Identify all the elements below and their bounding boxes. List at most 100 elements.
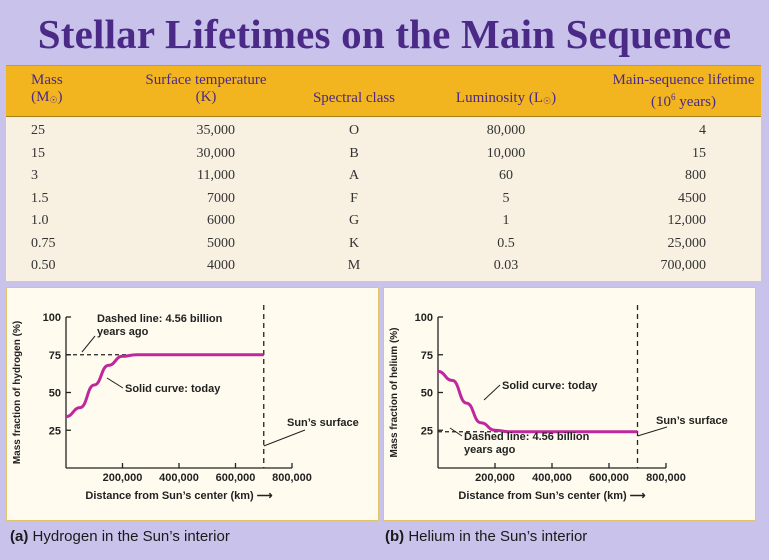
solid-curve-annotation: Solid curve: today — [125, 383, 221, 395]
cell-temp: 7000 — [207, 190, 235, 206]
helium-caption-text: Helium in the Sun’s interior — [408, 528, 588, 545]
cell-life: 800 — [685, 168, 706, 183]
header-lifetime-unit-years: years) — [675, 94, 716, 110]
helium-caption-label: (b) — [385, 528, 405, 545]
x-axis-label-text: Distance from Sun’s center (km) — [458, 490, 627, 502]
dashed-annotation-leader — [81, 335, 96, 353]
cell-lum: 5 — [502, 190, 510, 206]
y-axis-label: Mass fraction of helium (%) — [389, 327, 400, 457]
solid-annotation-leader — [483, 384, 501, 401]
x-axis-arrow-icon: ⟶ — [630, 490, 646, 502]
hydrogen-caption-text: Hydrogen in the Sun’s interior — [32, 528, 230, 545]
hydrogen-caption-label: (a) — [10, 528, 29, 545]
y-tick-label: 25 — [421, 425, 433, 437]
helium-chart-panel: 25 50 75 100 200,000 400,000 600,000 800,000 Dis… — [383, 287, 756, 521]
cell-temp: 4000 — [207, 258, 235, 273]
table-row: 1.0 6000 G 1 12,000 — [6, 213, 761, 233]
table-row: 15 30,000 B 10,000 15 — [6, 146, 761, 166]
hydrogen-caption: (a) Hydrogen in the Sun’s interior — [10, 528, 230, 545]
cell-life: 25,000 — [667, 235, 707, 251]
header-temperature: Surface temperature (K) — [126, 72, 286, 106]
cell-lum: 0.03 — [493, 258, 519, 273]
table-row: 0.75 5000 K 0.5 25,000 — [6, 236, 761, 256]
cell-spectral: B — [349, 145, 359, 161]
page-title: Stellar Lifetimes on the Main Sequence — [37, 11, 732, 57]
x-tick-label: 800,000 — [646, 472, 686, 484]
x-tick-label: 800,000 — [272, 472, 312, 484]
surface-annotation: Sun’s surface — [656, 415, 728, 427]
header-mass-label: Mass — [31, 72, 63, 88]
cell-mass: 0.50 — [31, 258, 56, 273]
x-tick-label: 600,000 — [589, 472, 629, 484]
cell-life: 4 — [699, 123, 706, 138]
cell-spectral: A — [348, 168, 360, 183]
solid-annotation-leader — [106, 377, 124, 389]
header-mass-unit-open: (M — [31, 89, 50, 105]
table-row: 25 35,000 O 80,000 4 — [6, 123, 761, 143]
hydrogen-chart-panel: 25 50 75 100 200,000 400,000 600,000 800,000 Dis… — [6, 287, 379, 521]
cell-lum: 1 — [502, 213, 510, 228]
cell-spectral: F — [350, 190, 358, 206]
cell-temp: 5000 — [207, 235, 235, 251]
annotation-line: years ago — [97, 326, 149, 338]
sun-symbol-icon: ☉ — [543, 96, 552, 106]
cell-mass: 0.75 — [31, 235, 56, 251]
y-tick-label: 50 — [421, 388, 433, 400]
x-tick-label: 400,000 — [159, 472, 199, 484]
solid-curve-annotation: Solid curve: today — [502, 380, 598, 392]
cell-mass: 1.5 — [31, 190, 49, 206]
header-lifetime-label: Main-sequence lifetime — [612, 72, 755, 88]
header-temperature-label: Surface temperature — [145, 72, 267, 88]
header-spectral-class: Spectral class — [312, 90, 396, 106]
cell-lum: 10,000 — [486, 145, 526, 161]
x-axis-arrow-icon: ⟶ — [257, 490, 273, 502]
table-row: 3 11,000 A 60 800 — [6, 168, 761, 188]
cell-spectral: M — [347, 258, 361, 273]
y-tick-label: 75 — [49, 350, 61, 362]
surface-annotation: Sun’s surface — [287, 417, 359, 429]
header-luminosity-label: Luminosity (L — [455, 90, 543, 106]
cell-lum: 80,000 — [486, 123, 526, 138]
table-header: Mass (M☉) Surface temperature (K) Spectr… — [6, 66, 761, 117]
annotation-line: Dashed line: 4.56 billion — [97, 313, 223, 325]
header-mass-unit-close: ) — [57, 89, 63, 105]
cell-mass: 3 — [31, 168, 38, 183]
cell-life: 4500 — [678, 190, 706, 206]
header-mass: Mass (M☉) — [31, 72, 63, 109]
x-axis-label: Distance from Sun’s center (km) ⟶ — [458, 490, 645, 502]
y-tick-label: 75 — [421, 350, 433, 362]
y-tick-label: 50 — [49, 388, 61, 400]
header-mass-unit: (M☉) — [31, 89, 63, 109]
surface-annotation-leader — [263, 429, 306, 447]
cell-lum: 0.5 — [497, 235, 515, 251]
y-tick-label: 25 — [49, 425, 61, 437]
dashed-line-annotation: Dashed line: 4.56 billion years ago — [464, 431, 590, 456]
x-tick-label: 200,000 — [103, 472, 143, 484]
table-row: 0.50 4000 M 0.03 700,000 — [6, 258, 761, 278]
solid-series-curve — [437, 369, 638, 434]
y-tick-label: 100 — [415, 312, 433, 324]
y-tick-label: 100 — [43, 312, 61, 324]
cell-temp: 30,000 — [196, 145, 236, 161]
cell-spectral: O — [348, 123, 360, 138]
cell-life: 15 — [692, 145, 706, 161]
dashed-line-annotation: Dashed line: 4.56 billion years ago — [97, 313, 223, 338]
cell-life: 12,000 — [667, 213, 707, 228]
table-row: 1.5 7000 F 5 4500 — [6, 191, 761, 211]
header-luminosity: Luminosity (L☉) — [446, 90, 566, 110]
annotation-line: Dashed line: 4.56 billion — [464, 431, 590, 443]
cell-mass: 15 — [31, 145, 45, 161]
header-luminosity-close: ) — [551, 90, 557, 106]
helium-caption: (b) Helium in the Sun’s interior — [385, 528, 587, 545]
header-temperature-unit: (K) — [195, 89, 217, 105]
cell-life: 700,000 — [660, 258, 707, 273]
x-axis-label-text: Distance from Sun’s center (km) — [85, 490, 254, 502]
cell-spectral: G — [348, 213, 360, 228]
dashed-annotation-leader — [449, 427, 463, 437]
cell-mass: 1.0 — [31, 213, 49, 228]
solid-series-curve — [65, 353, 264, 419]
header-lifetime: Main-sequence lifetime (106 years) — [606, 72, 761, 111]
sun-symbol-icon: ☉ — [49, 95, 58, 105]
